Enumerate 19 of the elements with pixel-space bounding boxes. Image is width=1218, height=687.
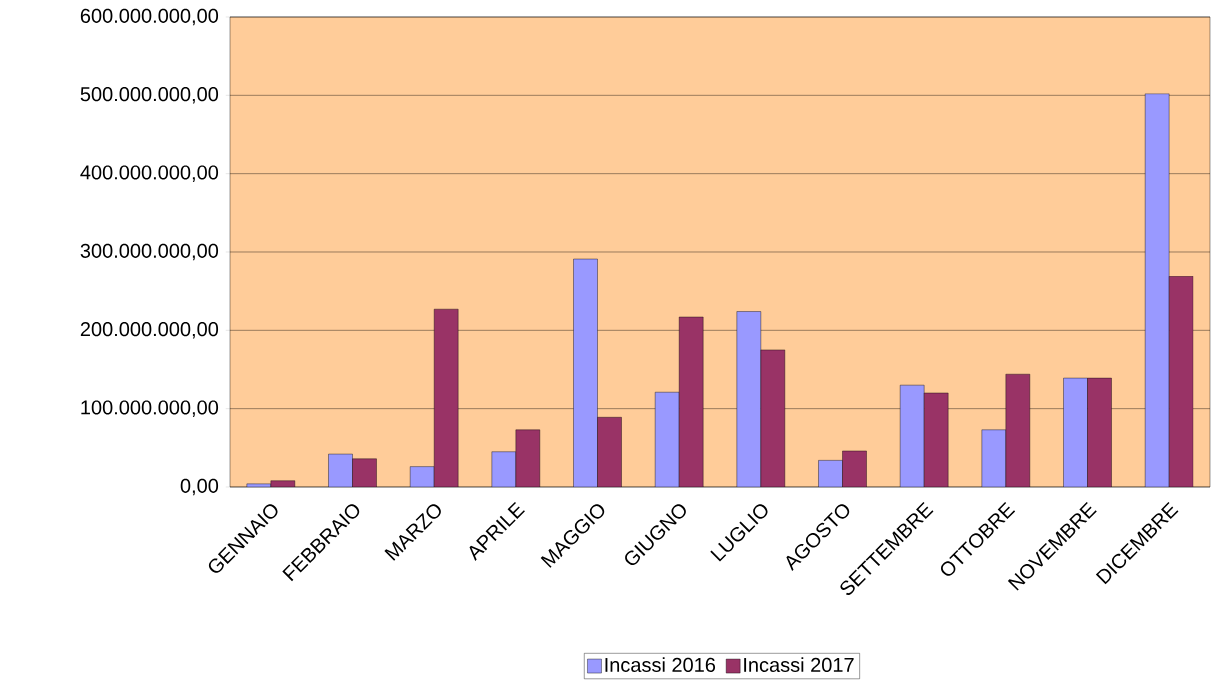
bar [1063,377,1088,487]
bar [899,384,925,487]
legend-label: Incassi 2016 [605,657,716,672]
y-tick-label: 200.000.000,00 [80,322,219,339]
y-tick-label: 600.000.000,00 [80,8,219,26]
bar [328,453,353,487]
y-tick-label: 300.000.000,00 [80,243,219,261]
bar [573,258,598,487]
bar [1144,93,1170,487]
y-tick-label: 100.000.000,00 [81,400,219,417]
bar [818,460,843,487]
legend-label: Incassi 2017 [744,657,854,672]
y-tick-label: 400.000.000,00 [80,165,219,182]
bar [981,429,1007,487]
y-tick-label: 0,00 [180,478,219,496]
bar [654,392,680,487]
bar [491,451,517,487]
y-tick-label: 500.000.000,00 [80,87,219,104]
bar [736,311,762,487]
